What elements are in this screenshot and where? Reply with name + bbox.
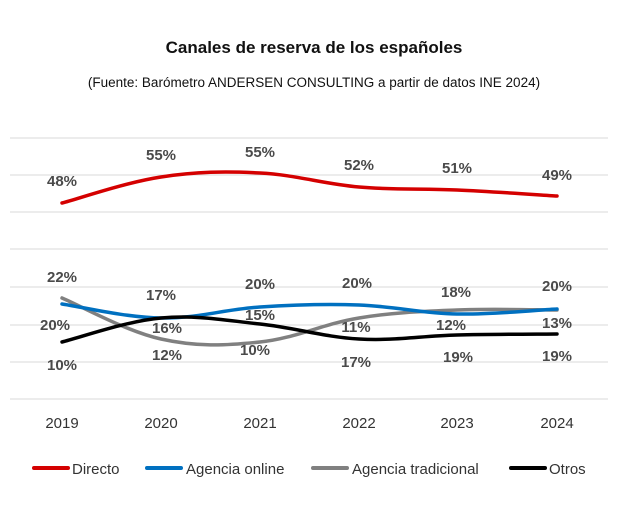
x-tick-label: 2023	[440, 415, 473, 432]
chart-subtitle: (Fuente: Barómetro ANDERSEN CONSULTING a…	[87, 75, 541, 90]
data-label: 49%	[542, 167, 572, 184]
data-label: 17%	[341, 354, 371, 371]
data-label: 11%	[341, 319, 370, 336]
series-line-otros	[60, 315, 559, 344]
legend-label: Agencia tradicional	[352, 461, 479, 478]
chart-title: Canales de reserva de los españoles	[165, 38, 463, 57]
data-label: 51%	[442, 160, 472, 177]
series-line-agencia-online	[60, 302, 559, 320]
data-label: 19%	[443, 349, 473, 366]
x-tick-label: 2022	[342, 415, 375, 432]
data-label: 20%	[342, 275, 372, 292]
legend-label: Directo	[72, 461, 120, 478]
data-label: 12%	[152, 347, 182, 364]
data-label: 22%	[47, 269, 77, 286]
x-tick-label: 2021	[243, 415, 276, 432]
data-label: 55%	[146, 147, 176, 164]
data-label: 20%	[542, 278, 572, 295]
x-tick-label: 2019	[45, 415, 78, 432]
data-label: 16%	[152, 320, 182, 337]
data-label: 52%	[344, 157, 374, 174]
data-label: 17%	[146, 287, 176, 304]
data-label: 10%	[240, 342, 270, 359]
legend-label: Agencia online	[186, 461, 284, 478]
data-label: 20%	[40, 317, 70, 334]
series-line-directo	[60, 170, 559, 205]
data-label: 10%	[47, 357, 77, 374]
data-label: 15%	[245, 307, 275, 324]
data-label: 12%	[436, 317, 466, 334]
data-label: 19%	[542, 348, 572, 365]
x-tick-label: 2024	[540, 415, 573, 432]
data-label: 48%	[47, 173, 77, 190]
x-tick-label: 2020	[144, 415, 177, 432]
data-label: 13%	[542, 315, 572, 332]
data-label: 18%	[441, 284, 471, 301]
data-label: 20%	[245, 276, 275, 293]
legend-label: Otros	[549, 461, 586, 478]
data-label: 55%	[245, 144, 275, 161]
